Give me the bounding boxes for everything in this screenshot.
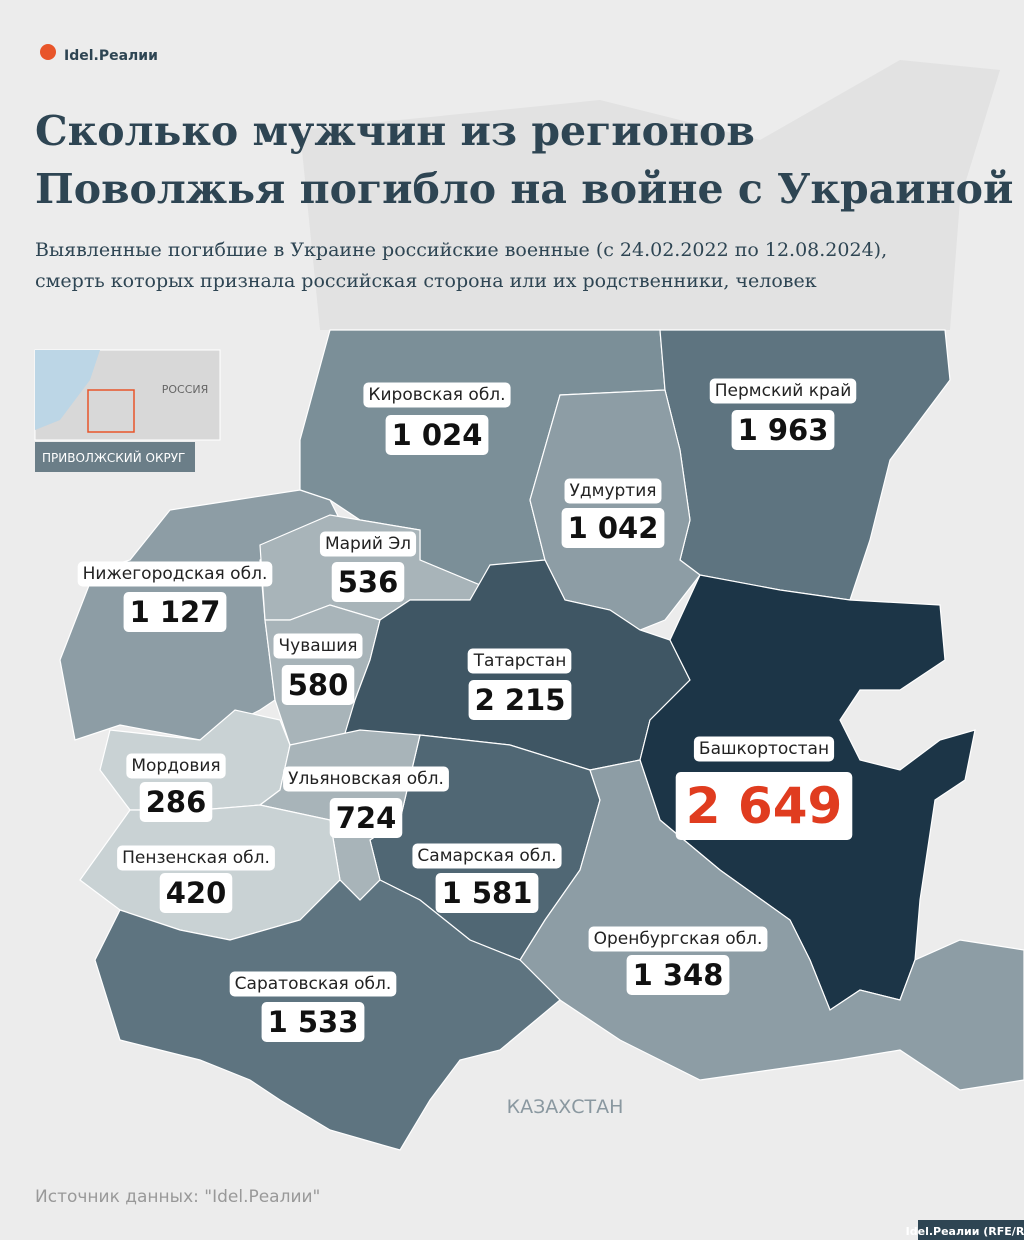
region-value: 724: [336, 801, 397, 835]
label-box: [281, 665, 355, 705]
label-box: [117, 845, 275, 871]
region-value: 2 215: [475, 683, 566, 717]
label-box: [675, 772, 853, 840]
label-box: [319, 531, 417, 557]
label-box: [435, 873, 539, 913]
region-name: Ульяновская обл.: [288, 769, 444, 789]
label-box: [467, 648, 572, 674]
region-name: Марий Эл: [325, 534, 411, 554]
labels: Кировская обл. 1 024 Пермский край 1 963 Удм…: [77, 378, 857, 1042]
region-value: 286: [146, 785, 207, 819]
region-value: 1 963: [738, 413, 829, 447]
label-box: [283, 766, 449, 792]
label-box: [329, 798, 403, 838]
label-box: [123, 592, 227, 632]
region: [519, 759, 1024, 1091]
label-box: [77, 561, 273, 587]
logo-icon: [40, 44, 56, 60]
logo: Idel.Реалии: [64, 48, 158, 64]
region-name: Самарская обл.: [417, 846, 556, 866]
label-box: [626, 955, 730, 995]
title: Поволжья погибло на войне с Украиной: [35, 165, 1013, 213]
title: Сколько мужчин из регионов: [35, 107, 755, 155]
region-value: 1 348: [633, 958, 724, 992]
region-name: Саратовская обл.: [235, 974, 392, 994]
region-name: Башкортостан: [699, 739, 829, 759]
inset-district: ПРИВОЛЖСКИЙ ОКРУГ: [42, 450, 185, 465]
region-name: Пензенская обл.: [122, 848, 270, 868]
bg-shape: [300, 60, 1000, 330]
label-box: [564, 478, 662, 504]
region-value: 1 024: [392, 418, 483, 452]
inset: РОССИЯ ПРИВОЛЖСКИЙ ОКРУГ: [34, 349, 221, 472]
region-name: Татарстан: [473, 651, 567, 671]
region-name: Чувашия: [279, 636, 358, 656]
region-value: 1 533: [268, 1005, 359, 1039]
region-value: 2 649: [686, 777, 843, 835]
inset-country: РОССИЯ: [162, 383, 209, 396]
label-box: [588, 926, 768, 952]
region-name: Оренбургская обл.: [594, 929, 763, 949]
label-box: [385, 415, 489, 455]
label-box: [709, 378, 857, 404]
region-name: Удмуртия: [570, 481, 657, 501]
source: Источник данных: "Idel.Реалии": [35, 1187, 320, 1207]
subtitle: Выявленные погибшие в Украине российские…: [35, 239, 887, 261]
label-box: [139, 782, 213, 822]
region-value: 536: [338, 565, 399, 599]
region-name: Нижегородская обл.: [83, 564, 268, 584]
region-value: 1 042: [568, 511, 659, 545]
label-box: [693, 736, 835, 762]
region-value: 420: [166, 876, 227, 910]
region-name: Пермский край: [715, 381, 852, 401]
label-box: [331, 562, 405, 602]
label-box: [412, 843, 562, 869]
credit: Idel.Реалии (RFE/RL): [906, 1225, 1024, 1238]
label-box: [363, 382, 511, 408]
label-box: [126, 753, 226, 779]
subtitle: смерть которых признала российская сторо…: [35, 270, 817, 292]
credit-bg: [918, 1220, 1024, 1240]
label-box: [261, 1002, 365, 1042]
neighbor-label: КАЗАХСТАН: [507, 1096, 624, 1118]
region-value: 580: [288, 668, 349, 702]
region-value: 1 581: [442, 876, 533, 910]
label-box: [468, 680, 572, 720]
region-name: Кировская обл.: [368, 385, 505, 405]
label-box: [229, 971, 397, 997]
label-box: [159, 873, 233, 913]
region-name: Мордовия: [131, 756, 220, 776]
region-value: 1 127: [130, 595, 221, 629]
label-box: [731, 410, 835, 450]
label-box: [273, 633, 363, 659]
label-box: [561, 508, 665, 548]
